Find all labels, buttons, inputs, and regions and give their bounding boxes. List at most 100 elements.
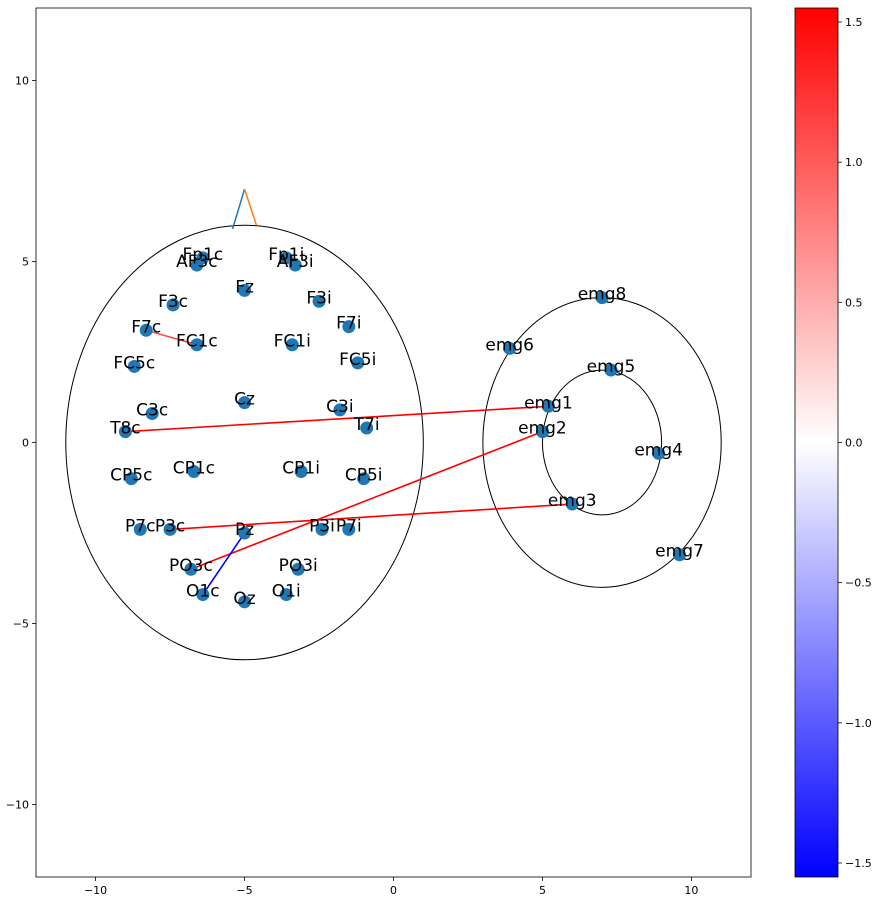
label-cp1c: CP1c xyxy=(173,458,215,478)
label-emg2: emg2 xyxy=(518,419,567,439)
label-cp5i: CP5i xyxy=(345,466,383,486)
point-fp1i xyxy=(279,251,293,265)
y-axis-ticks: −10 −5 0 5 10 xyxy=(6,74,36,812)
label-o1c: O1c xyxy=(186,582,220,602)
label-f3c: F3c xyxy=(158,292,188,312)
connection-pz-o1c xyxy=(202,532,246,596)
point-fc1c xyxy=(190,338,204,352)
label-c3i: C3i xyxy=(326,397,353,417)
label-emg8: emg8 xyxy=(578,285,627,305)
label-f7c: F7c xyxy=(131,317,161,337)
nose-segment-2 xyxy=(243,188,258,226)
x-axis-ticks: −10 −5 0 5 10 xyxy=(84,877,698,897)
label-f7i: F7i xyxy=(336,314,361,334)
point-emg2 xyxy=(535,425,549,439)
x-tick-label-2: 0 xyxy=(390,884,397,897)
label-emg1: emg1 xyxy=(524,393,573,413)
label-cz: Cz xyxy=(234,390,255,410)
point-emg3 xyxy=(565,497,579,511)
point-pz xyxy=(238,526,252,540)
label-c3c: C3c xyxy=(136,401,168,421)
point-f3c xyxy=(166,298,180,312)
label-fc5c: FC5c xyxy=(113,353,155,373)
point-t7i xyxy=(360,421,374,435)
point-oz xyxy=(238,595,252,609)
outline-layer xyxy=(65,188,722,661)
label-emg7: emg7 xyxy=(655,542,704,562)
connection-f7c-fc1c xyxy=(146,329,198,346)
y-tick-label-3: 5 xyxy=(22,255,29,268)
point-o1i xyxy=(279,588,293,602)
label-emg3: emg3 xyxy=(548,491,597,511)
label-po3c: PO3c xyxy=(169,556,213,576)
colorbar: −1.5 −1.0 −0.5 0.0 0.5 1.0 1.5 xyxy=(794,7,872,878)
label-af3c: AF3c xyxy=(176,252,218,272)
label-t8c: T8c xyxy=(109,419,141,439)
point-cp1c xyxy=(187,464,201,478)
point-cp5i xyxy=(357,472,371,486)
label-t7i: T7i xyxy=(353,415,380,435)
point-f3i xyxy=(312,294,326,308)
x-tick-label-0: −10 xyxy=(84,884,107,897)
point-po3i xyxy=(291,562,305,576)
point-af3i xyxy=(288,258,302,272)
point-p7i xyxy=(342,522,356,536)
point-c3c xyxy=(145,407,159,421)
label-po3i: PO3i xyxy=(279,556,318,576)
y-tick-label-0: −10 xyxy=(6,799,29,812)
emg-inner-outline xyxy=(541,369,663,516)
label-fp1i: Fp1i xyxy=(268,245,304,265)
label-o1i: O1i xyxy=(272,582,301,602)
connection-t8c-emg1 xyxy=(125,405,549,433)
point-c3i xyxy=(333,403,347,417)
point-emg8 xyxy=(595,291,609,305)
point-fz xyxy=(238,283,252,297)
colorbar-gradient xyxy=(795,8,838,877)
point-emg7 xyxy=(673,548,686,562)
point-emg1 xyxy=(541,399,555,413)
label-emg6: emg6 xyxy=(485,335,534,355)
point-o1c xyxy=(196,588,210,602)
label-oz: Oz xyxy=(233,589,255,609)
label-fp1c: Fp1c xyxy=(182,245,223,265)
connection-po3c-emg2 xyxy=(190,430,543,570)
point-emg5 xyxy=(604,363,618,377)
point-p3c xyxy=(163,522,177,536)
label-p3i: P3i xyxy=(309,516,335,536)
label-p3c: P3c xyxy=(155,516,185,536)
point-cp5c xyxy=(124,472,138,486)
x-tick-label-3: 5 xyxy=(539,884,546,897)
x-tick-label-4: 10 xyxy=(684,884,698,897)
label-f3i: F3i xyxy=(306,288,331,308)
label-emg4: emg4 xyxy=(634,440,683,460)
y-tick-label-2: 0 xyxy=(22,437,29,450)
point-cp1i xyxy=(294,464,308,478)
y-tick-label-4: 10 xyxy=(15,74,29,87)
point-p3i xyxy=(315,522,329,536)
label-cp5c: CP5c xyxy=(110,466,152,486)
label-fc1c: FC1c xyxy=(176,332,218,352)
point-cz xyxy=(238,396,252,410)
colorbar-tick-label-1: −1.0 xyxy=(845,717,872,730)
label-cp1i: CP1i xyxy=(282,458,320,478)
label-pz: Pz xyxy=(235,520,254,540)
point-fc5i xyxy=(351,356,365,370)
colorbar-tick-label-3: 0.0 xyxy=(845,437,863,450)
point-f7i xyxy=(342,320,356,334)
nose-segment-1 xyxy=(231,188,246,230)
colorbar-tick-label-6: 1.5 xyxy=(845,16,863,29)
label-fz: Fz xyxy=(235,277,254,297)
point-emg4 xyxy=(652,446,666,460)
point-fc5c xyxy=(127,359,141,373)
point-emg6 xyxy=(503,341,517,355)
colorbar-ticks: −1.5 −1.0 −0.5 0.0 0.5 1.0 1.5 xyxy=(838,16,872,870)
colorbar-tick-label-5: 1.0 xyxy=(845,156,863,169)
point-fc1i xyxy=(285,338,299,352)
label-fc5i: FC5i xyxy=(339,350,376,370)
colorbar-tick-label-2: −0.5 xyxy=(845,577,872,590)
y-tick-label-1: −5 xyxy=(13,618,29,631)
